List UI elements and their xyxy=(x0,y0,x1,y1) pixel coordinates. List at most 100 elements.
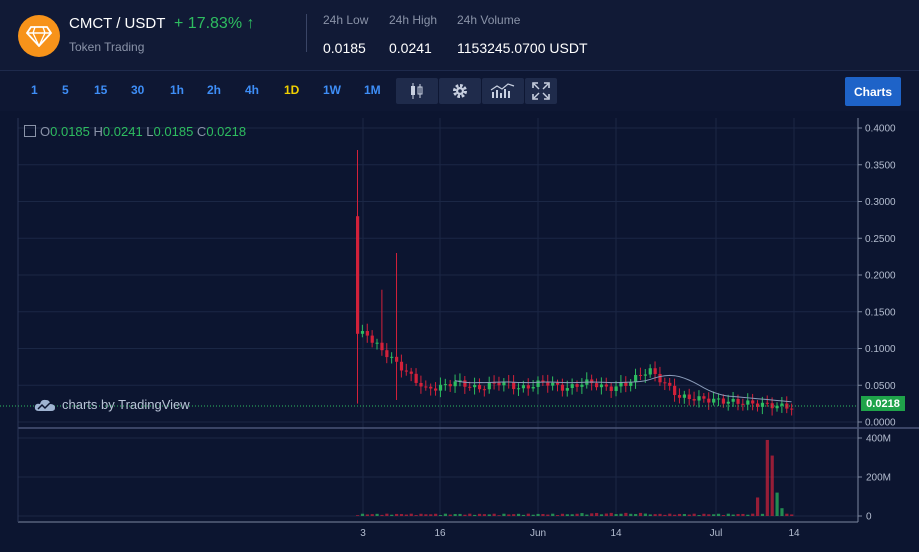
stat-high-label: 24h High xyxy=(389,13,438,27)
volume-bar xyxy=(775,492,779,516)
price-change: + 17.83% ↑ xyxy=(174,15,255,33)
stat-volume-label: 24h Volume xyxy=(457,13,521,27)
candle-body xyxy=(438,384,443,391)
volume-bar xyxy=(585,514,589,516)
candle-body xyxy=(741,403,745,405)
volume-bar xyxy=(570,514,574,516)
price-tick-label: 0.2500 xyxy=(865,234,896,245)
candle-body xyxy=(482,389,487,391)
timeframe-1w[interactable]: 1W xyxy=(323,83,341,97)
candle-body xyxy=(653,368,657,374)
indicators-icon xyxy=(490,83,515,98)
candle-body xyxy=(390,356,394,358)
price-tick-label: 0.1000 xyxy=(865,344,896,355)
timeframe-1m[interactable]: 1M xyxy=(364,83,381,97)
candle-body xyxy=(755,403,760,407)
volume-bar xyxy=(390,514,394,516)
candle-body xyxy=(668,382,672,386)
volume-tick-label: 400M xyxy=(866,434,891,445)
volume-bar xyxy=(692,513,696,516)
x-tick-label: Jun xyxy=(530,528,546,539)
candle-body xyxy=(516,388,521,390)
volume-bars xyxy=(356,439,794,516)
volume-bar xyxy=(765,439,769,516)
candle-body xyxy=(604,384,608,387)
volume-bar xyxy=(434,513,438,516)
candle-body xyxy=(595,383,599,388)
timeframe-4h[interactable]: 4h xyxy=(245,83,260,97)
x-tick-label: 3 xyxy=(360,528,366,539)
collapse-legend-icon[interactable] xyxy=(24,124,36,137)
volume-bar xyxy=(614,514,618,516)
timeframe-5[interactable]: 5 xyxy=(62,83,69,97)
volume-bar xyxy=(531,514,535,516)
timeframe-1d[interactable]: 1D xyxy=(284,83,300,97)
price-tick-label: 0.2000 xyxy=(865,271,896,282)
volume-bar xyxy=(677,513,682,516)
volume-bar xyxy=(697,515,701,516)
volume-tick-label: 0 xyxy=(866,512,872,523)
timeframe-15[interactable]: 15 xyxy=(94,83,108,97)
timeframe-1h[interactable]: 1h xyxy=(170,83,185,97)
volume-bar xyxy=(399,514,404,516)
candle-body xyxy=(721,398,726,404)
volume-bar xyxy=(726,513,730,516)
low-label: L xyxy=(146,124,154,139)
candle-body xyxy=(429,386,433,389)
candle-body xyxy=(751,400,755,404)
volume-bar xyxy=(731,514,735,516)
candle-body xyxy=(697,396,701,401)
volume-bar xyxy=(746,514,750,516)
volume-bar xyxy=(555,515,560,516)
candle-body xyxy=(770,403,774,409)
price-chart[interactable]: 0.4000 0.3500 0.3000 0.2500 0.2000 0.1500 0.10… xyxy=(0,112,919,552)
candle-body xyxy=(546,382,550,386)
volume-bar xyxy=(599,514,604,516)
price-tick-label: 0.1500 xyxy=(865,307,896,318)
stat-high-value: 0.0241 xyxy=(389,40,432,56)
candle-body xyxy=(434,388,438,391)
settings-button[interactable] xyxy=(439,78,481,104)
volume-bar xyxy=(590,513,594,516)
candlestick-button[interactable] xyxy=(396,78,438,104)
candle-body xyxy=(492,382,496,384)
candle-body xyxy=(370,335,374,343)
timeframe-2h[interactable]: 2h xyxy=(207,83,222,97)
candle-body xyxy=(619,382,623,387)
volume-bar xyxy=(370,514,374,516)
indicators-button[interactable] xyxy=(482,78,524,104)
volume-bar xyxy=(702,513,706,516)
fullscreen-button[interactable] xyxy=(525,78,557,104)
volume-bar xyxy=(658,513,662,516)
pair-subtitle: Token Trading xyxy=(69,40,145,54)
charts-button[interactable]: Charts xyxy=(845,77,901,106)
volume-bar xyxy=(755,497,760,516)
timeframe-30[interactable]: 30 xyxy=(131,83,145,97)
open-label: O xyxy=(40,124,51,139)
volume-bar xyxy=(438,515,443,516)
candle-body xyxy=(570,384,574,389)
candle-body xyxy=(453,381,457,387)
candle-body xyxy=(565,388,569,391)
candles xyxy=(356,150,794,416)
candle-body xyxy=(726,401,730,404)
volume-bar xyxy=(624,512,628,516)
price-change-value: + 17.83% xyxy=(174,15,243,32)
tradingview-credit[interactable]: charts by TradingView xyxy=(34,397,190,412)
close-label: C xyxy=(196,124,207,139)
candle-body xyxy=(356,216,360,334)
candle-body xyxy=(521,385,526,389)
volume-bar xyxy=(375,513,379,516)
volume-bar xyxy=(482,514,487,516)
timeframe-1[interactable]: 1 xyxy=(31,83,38,97)
volume-bar xyxy=(668,513,672,516)
candle-body xyxy=(634,374,638,383)
candle-body xyxy=(448,384,452,387)
volume-bar xyxy=(453,514,457,516)
market-header: CMCT / USDT + 17.83% ↑ Token Trading 24h… xyxy=(0,0,919,71)
candle-body xyxy=(463,380,467,387)
candle-body xyxy=(614,386,618,391)
candle-body xyxy=(541,380,545,383)
volume-bar xyxy=(473,514,477,516)
volume-bar xyxy=(409,513,413,516)
